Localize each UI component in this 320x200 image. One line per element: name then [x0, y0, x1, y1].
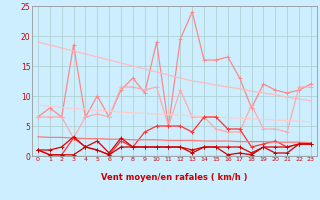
X-axis label: Vent moyen/en rafales ( km/h ): Vent moyen/en rafales ( km/h )	[101, 174, 248, 182]
